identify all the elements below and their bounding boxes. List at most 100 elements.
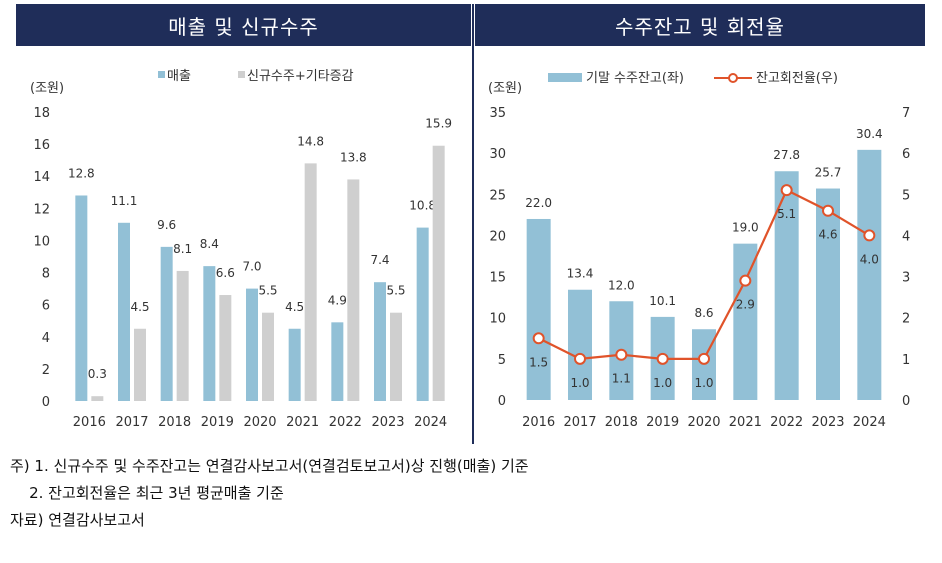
sales-bar bbox=[118, 222, 130, 401]
sales-data-label: 9.6 bbox=[157, 218, 176, 232]
right-left-y-tick: 20 bbox=[489, 229, 506, 244]
right-left-y-tick: 5 bbox=[498, 353, 506, 368]
left-y-tick: 4 bbox=[42, 331, 50, 346]
new-orders-bar bbox=[219, 295, 232, 401]
new-orders-bar bbox=[262, 312, 274, 401]
turnover-data-label: 4.0 bbox=[860, 252, 879, 266]
sales-bar bbox=[416, 227, 429, 401]
right-right-y-tick: 6 bbox=[902, 147, 910, 162]
left-y-tick: 18 bbox=[33, 106, 50, 121]
right-left-y-tick: 15 bbox=[489, 271, 506, 286]
backlog-data-label: 8.6 bbox=[694, 306, 713, 320]
left-x-tick: 2019 bbox=[201, 415, 234, 430]
new-orders-bar bbox=[176, 270, 189, 401]
right-right-y-tick: 0 bbox=[902, 394, 910, 409]
backlog-data-label: 10.1 bbox=[649, 294, 676, 308]
right-left-y-tick: 0 bbox=[498, 394, 506, 409]
left-y-tick: 12 bbox=[33, 202, 50, 217]
new-orders-data-label: 14.8 bbox=[297, 134, 324, 148]
backlog-data-label: 30.4 bbox=[856, 127, 883, 141]
backlog-data-label: 22.0 bbox=[525, 196, 552, 210]
sales-bar bbox=[374, 282, 386, 401]
turnover-point bbox=[739, 274, 752, 287]
sales-bar bbox=[203, 266, 216, 401]
turnover-data-label: 1.5 bbox=[529, 355, 548, 369]
turnover-point bbox=[822, 204, 834, 217]
sales-data-label: 10.8 bbox=[409, 199, 436, 213]
left-y-tick: 14 bbox=[33, 170, 50, 185]
legend-marker-backlog bbox=[548, 73, 582, 82]
source-note: 자료) 연결감사보고서 bbox=[10, 511, 145, 529]
right-right-y-tick: 3 bbox=[902, 271, 910, 286]
legend-label-sales: 매출 bbox=[167, 69, 191, 84]
sales-bar bbox=[246, 288, 258, 401]
turnover-point bbox=[863, 229, 876, 242]
new-orders-data-label: 5.5 bbox=[386, 284, 405, 298]
right-left-y-tick: 25 bbox=[489, 188, 506, 203]
backlog-data-label: 19.0 bbox=[732, 221, 759, 235]
turnover-data-label: 5.1 bbox=[777, 207, 796, 221]
legend-marker-sales bbox=[158, 71, 165, 78]
new-orders-data-label: 13.8 bbox=[340, 150, 367, 164]
turnover-point bbox=[532, 332, 545, 345]
new-orders-data-label: 8.1 bbox=[173, 242, 192, 256]
legend-label-new-orders: 신규수주+기타증감 bbox=[247, 69, 354, 84]
backlog-data-label: 13.4 bbox=[567, 267, 594, 281]
right-x-tick: 2021 bbox=[729, 415, 762, 430]
new-orders-bar bbox=[347, 179, 360, 401]
left-x-tick: 2023 bbox=[371, 415, 404, 430]
new-orders-bar bbox=[432, 145, 445, 401]
backlog-bar bbox=[816, 188, 840, 400]
turnover-data-label: 4.6 bbox=[818, 228, 837, 242]
footnote-2: 2. 잔고회전율은 최근 3년 평균매출 기준 bbox=[10, 484, 284, 502]
new-orders-bar bbox=[134, 328, 146, 401]
left-panel-title: 매출 및 신규수주 bbox=[16, 4, 471, 46]
turnover-point bbox=[615, 348, 628, 361]
sales-data-label: 8.4 bbox=[200, 237, 219, 251]
right-x-tick: 2022 bbox=[770, 415, 803, 430]
right-right-y-tick: 2 bbox=[902, 312, 910, 327]
turnover-point bbox=[698, 352, 710, 365]
legend-marker-new-orders bbox=[238, 71, 245, 78]
sales-data-label: 7.0 bbox=[242, 260, 261, 274]
right-x-tick: 2024 bbox=[853, 415, 886, 430]
right-left-y-tick: 30 bbox=[489, 147, 506, 162]
new-orders-bar bbox=[91, 396, 104, 401]
sales-bar bbox=[288, 328, 301, 401]
sales-bar bbox=[75, 195, 88, 401]
new-orders-data-label: 0.3 bbox=[88, 367, 107, 381]
backlog-bar bbox=[857, 149, 882, 400]
right-x-tick: 2018 bbox=[605, 415, 638, 430]
left-x-tick: 2016 bbox=[73, 415, 106, 430]
right-right-y-tick: 5 bbox=[902, 188, 910, 203]
panel-divider bbox=[472, 4, 474, 444]
new-orders-data-label: 6.6 bbox=[216, 266, 235, 280]
turnover-data-label: 2.9 bbox=[736, 298, 755, 312]
left-y-tick: 16 bbox=[33, 138, 50, 153]
left-x-tick: 2020 bbox=[243, 415, 276, 430]
right-left-y-tick: 35 bbox=[489, 106, 506, 121]
left-x-tick: 2022 bbox=[329, 415, 362, 430]
turnover-point bbox=[780, 184, 793, 197]
legend-label-turnover: 잔고회전율(우) bbox=[756, 71, 838, 86]
turnover-data-label: 1.0 bbox=[694, 376, 713, 390]
backlog-bar bbox=[568, 289, 592, 400]
backlog-bar bbox=[526, 218, 551, 400]
left-y-tick: 8 bbox=[42, 267, 50, 282]
backlog-bar bbox=[774, 171, 799, 400]
turnover-data-label: 1.1 bbox=[612, 372, 631, 386]
right-panel-title: 수주잔고 및 회전율 bbox=[475, 4, 925, 46]
right-x-tick: 2016 bbox=[522, 415, 555, 430]
right-right-y-tick: 1 bbox=[902, 353, 910, 368]
new-orders-data-label: 5.5 bbox=[258, 284, 277, 298]
sales-data-label: 4.9 bbox=[328, 293, 347, 307]
left-unit-label: (조원) bbox=[30, 81, 64, 96]
right-x-tick: 2020 bbox=[687, 415, 720, 430]
left-y-tick: 10 bbox=[33, 234, 50, 249]
backlog-bar bbox=[733, 243, 758, 400]
new-orders-data-label: 15.9 bbox=[425, 117, 452, 131]
backlog-data-label: 27.8 bbox=[773, 148, 800, 162]
new-orders-bar bbox=[390, 312, 402, 401]
left-y-tick: 6 bbox=[42, 299, 50, 314]
